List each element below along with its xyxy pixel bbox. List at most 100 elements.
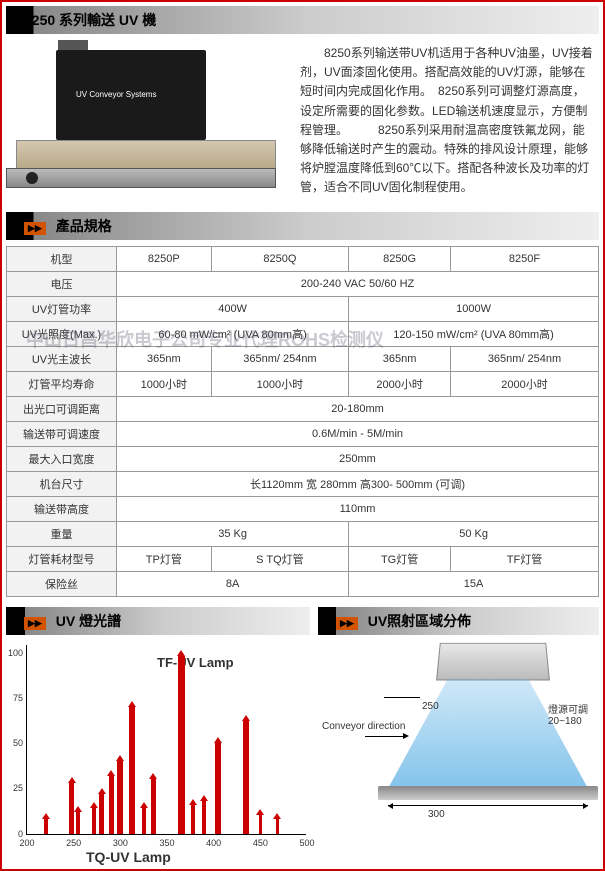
bottom-row: ▶▶ UV 燈光譜 TF-UV Lamp 0255075100200250300… bbox=[6, 607, 599, 865]
spectrum-peak bbox=[243, 721, 249, 833]
spectrum-peak bbox=[92, 808, 96, 833]
table-row: 重量 35 Kg 50 Kg bbox=[7, 521, 599, 546]
table-row: 最大入口宽度 250mm bbox=[7, 446, 599, 471]
cell: 8250P bbox=[117, 246, 212, 271]
row-label: 输送带高度 bbox=[7, 496, 117, 521]
table-row: UV光主波长 365nm 365nm/ 254nm 365nm 365nm/ 2… bbox=[7, 346, 599, 371]
cell: 8250F bbox=[451, 246, 599, 271]
arrow-icon bbox=[365, 736, 405, 737]
spectrum-peak bbox=[202, 801, 206, 834]
row-label: 保险丝 bbox=[7, 571, 117, 596]
cell: 365nm bbox=[117, 346, 212, 371]
cell: 20-180mm bbox=[117, 396, 599, 421]
spectrum-peak bbox=[117, 761, 123, 833]
x-tick-label: 400 bbox=[206, 838, 221, 848]
zone-title-bar: ▶▶ UV照射區域分佈 bbox=[318, 607, 599, 635]
cell: 35 Kg bbox=[117, 521, 349, 546]
cell: 365nm/ 254nm bbox=[211, 346, 349, 371]
cell: 8250G bbox=[349, 246, 451, 271]
spectrum-peak bbox=[276, 819, 279, 833]
conveyor-direction-label: Conveyor direction bbox=[322, 721, 405, 743]
row-label: UV光主波长 bbox=[7, 346, 117, 371]
cell: TF灯管 bbox=[451, 546, 599, 571]
zone-title: UV照射區域分佈 bbox=[368, 613, 471, 629]
cell: TP灯管 bbox=[117, 546, 212, 571]
cell: 250mm bbox=[117, 446, 599, 471]
x-tick-label: 200 bbox=[19, 838, 34, 848]
cell: 1000小时 bbox=[211, 371, 349, 396]
table-row: 保险丝 8A 15A bbox=[7, 571, 599, 596]
floor-icon bbox=[378, 786, 598, 800]
x-tick-label: 300 bbox=[113, 838, 128, 848]
spec-title-bar: ▶▶ 產品規格 bbox=[6, 212, 599, 240]
row-label: UV光照度(Max.) bbox=[7, 321, 117, 346]
cell: TG灯管 bbox=[349, 546, 451, 571]
spectrum-peak bbox=[109, 776, 114, 834]
cell: 120-150 mW/cm² (UVA 80mm高) bbox=[349, 321, 599, 346]
row-label: 机型 bbox=[7, 246, 117, 271]
cell: 50 Kg bbox=[349, 521, 599, 546]
spectrum-peak bbox=[151, 779, 156, 833]
spectrum-column: ▶▶ UV 燈光譜 TF-UV Lamp 0255075100200250300… bbox=[6, 607, 310, 865]
spectrum-peak bbox=[142, 808, 146, 833]
cell: 0.6M/min - 5M/min bbox=[117, 421, 599, 446]
main-title-bar: 8250 系列輸送 UV 機 bbox=[6, 6, 599, 34]
row-label: 灯管耗材型号 bbox=[7, 546, 117, 571]
row-label: UV灯管功率 bbox=[7, 296, 117, 321]
lamp-adjust-label: 燈源可調 20~180 bbox=[548, 701, 605, 727]
y-tick-label: 100 bbox=[7, 648, 23, 658]
spectrum-chart: TF-UV Lamp 02550751002002503003504004505… bbox=[26, 645, 306, 835]
cell: 400W bbox=[117, 296, 349, 321]
cell: 365nm bbox=[349, 346, 451, 371]
row-label: 出光口可调距离 bbox=[7, 396, 117, 421]
uv-beam-icon bbox=[388, 679, 588, 789]
cell: 长1120mm 宽 280mm 高300- 500mm (可调) bbox=[117, 471, 599, 496]
x-tick-label: 450 bbox=[253, 838, 268, 848]
y-tick-label: 25 bbox=[7, 783, 23, 793]
table-row: UV光照度(Max.) 60-80 mW/cm² (UVA 80mm高) 120… bbox=[7, 321, 599, 346]
spectrum-title-bar: ▶▶ UV 燈光譜 bbox=[6, 607, 310, 635]
spectrum-peak bbox=[129, 707, 135, 834]
dim-250-label: 250 bbox=[422, 701, 439, 712]
cell: 1000小时 bbox=[117, 371, 212, 396]
main-title: 8250 系列輸送 UV 機 bbox=[24, 12, 156, 28]
row-label: 最大入口宽度 bbox=[7, 446, 117, 471]
cell: 110mm bbox=[117, 496, 599, 521]
table-row: 灯管平均寿命 1000小时 1000小时 2000小时 2000小时 bbox=[7, 371, 599, 396]
table-row: UV灯管功率 400W 1000W bbox=[7, 296, 599, 321]
row-label: 重量 bbox=[7, 521, 117, 546]
spectrum-peak bbox=[215, 743, 221, 833]
cell: 15A bbox=[349, 571, 599, 596]
tf-lamp-label: TF-UV Lamp bbox=[157, 655, 234, 670]
machine-label: UV Conveyor Systems bbox=[76, 90, 156, 99]
cell: 8A bbox=[117, 571, 349, 596]
table-row: 输送带高度 110mm bbox=[7, 496, 599, 521]
spectrum-peak bbox=[44, 819, 48, 833]
table-row: 电压 200-240 VAC 50/60 HZ bbox=[7, 271, 599, 296]
row-label: 电压 bbox=[7, 271, 117, 296]
cell: 8250Q bbox=[211, 246, 349, 271]
row-label: 机台尺寸 bbox=[7, 471, 117, 496]
x-tick-label: 250 bbox=[66, 838, 81, 848]
x-tick-label: 500 bbox=[299, 838, 314, 848]
table-row: 输送带可调速度 0.6M/min - 5M/min bbox=[7, 421, 599, 446]
arrow-tag-icon: ▶▶ bbox=[24, 617, 46, 630]
arrow-tag-icon: ▶▶ bbox=[336, 617, 358, 630]
zone-column: ▶▶ UV照射區域分佈 Conveyor direction 250 300 燈… bbox=[318, 607, 599, 865]
cell: 2000小时 bbox=[451, 371, 599, 396]
product-image: UV Conveyor Systems bbox=[6, 40, 286, 200]
row-label: 输送带可调速度 bbox=[7, 421, 117, 446]
table-row: 机型 8250P 8250Q 8250G 8250F bbox=[7, 246, 599, 271]
table-row: 灯管耗材型号 TP灯管 S TQ灯管 TG灯管 TF灯管 bbox=[7, 546, 599, 571]
product-description: 8250系列输送带UV机适用于各种UV油墨，UV接着剂，UV面漆固化使用。搭配高… bbox=[296, 40, 599, 202]
spectrum-peak bbox=[178, 656, 185, 833]
y-tick-label: 50 bbox=[7, 738, 23, 748]
hero-row: UV Conveyor Systems 8250系列输送带UV机适用于各种UV油… bbox=[6, 40, 599, 202]
zone-diagram: Conveyor direction 250 300 燈源可調 20~180 bbox=[318, 641, 598, 841]
tq-lamp-label: TQ-UV Lamp bbox=[86, 849, 310, 865]
spectrum-title: UV 燈光譜 bbox=[56, 613, 121, 629]
cell: 200-240 VAC 50/60 HZ bbox=[117, 271, 599, 296]
cell: S TQ灯管 bbox=[211, 546, 349, 571]
spectrum-peak bbox=[99, 794, 104, 834]
lamp-box-icon bbox=[436, 642, 550, 680]
